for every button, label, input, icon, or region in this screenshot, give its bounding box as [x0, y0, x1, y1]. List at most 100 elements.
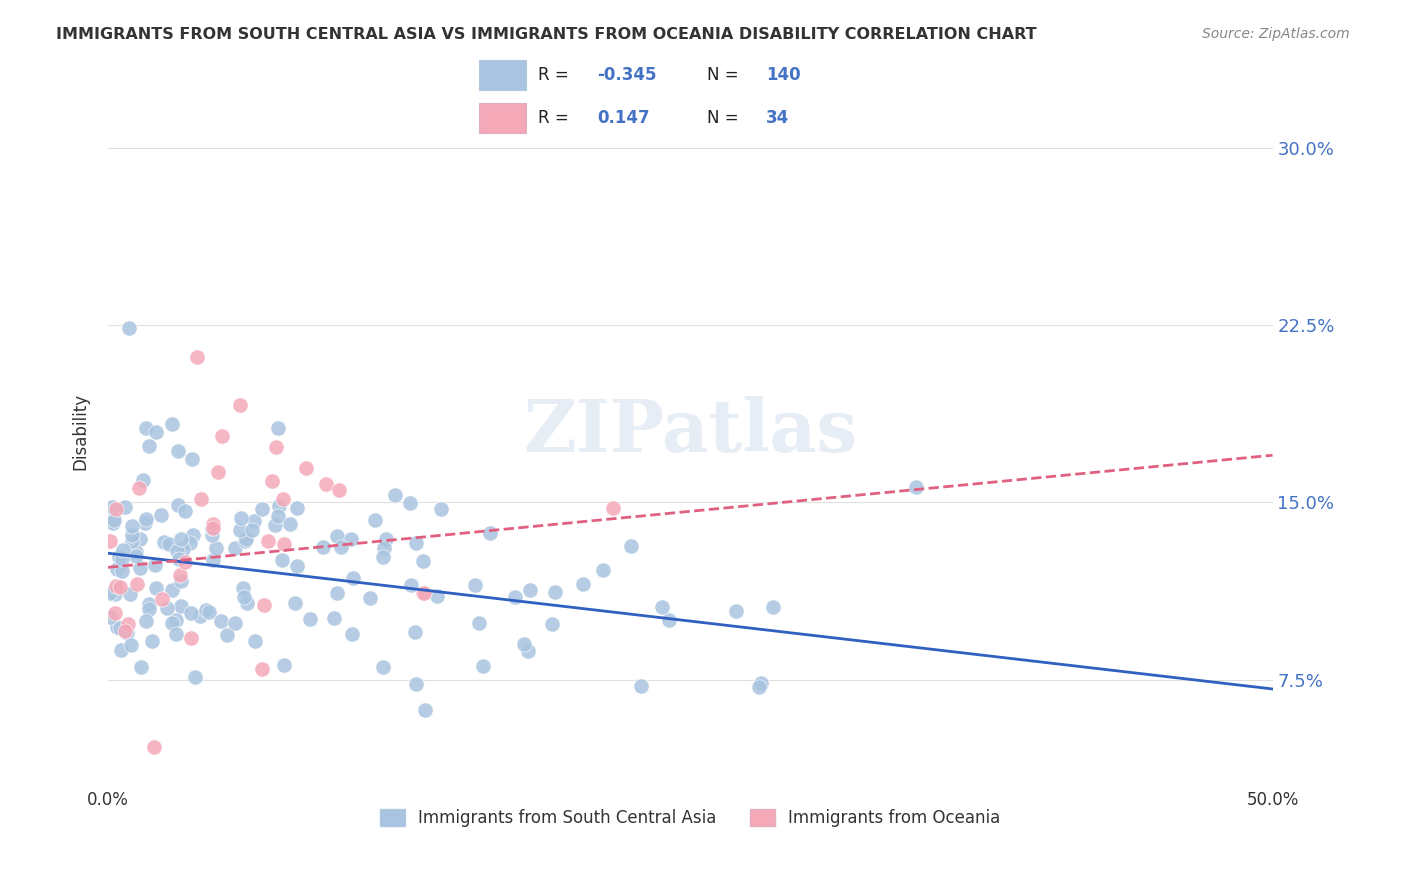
Point: [110, 642, 132, 657]
Point: [167, 498, 190, 512]
Point: [179, 535, 201, 549]
Point: [252, 662, 274, 676]
Point: [180, 606, 202, 620]
Point: [264, 517, 287, 532]
Point: [245, 633, 267, 648]
Point: [152, 535, 174, 549]
Point: [98, 533, 121, 548]
Point: [762, 599, 785, 614]
Point: [284, 596, 307, 610]
Point: [620, 539, 643, 553]
Point: [165, 613, 187, 627]
Point: [169, 551, 191, 566]
Point: [201, 521, 224, 535]
Point: [101, 516, 124, 531]
Text: 34: 34: [766, 110, 790, 128]
Point: [323, 611, 346, 625]
Point: [201, 528, 224, 542]
Point: [242, 515, 264, 529]
Point: [467, 615, 489, 630]
Point: [159, 537, 181, 551]
Point: [315, 476, 337, 491]
Point: [399, 495, 422, 509]
Text: R =: R =: [538, 110, 574, 128]
Point: [170, 574, 193, 589]
Point: [156, 601, 179, 615]
Text: 140: 140: [766, 66, 801, 84]
Point: [464, 578, 486, 592]
Point: [405, 536, 427, 550]
Point: [205, 541, 228, 556]
Point: [224, 541, 246, 555]
Point: [120, 638, 142, 652]
Point: [262, 474, 284, 488]
Point: [115, 626, 138, 640]
Point: [104, 607, 127, 621]
Point: [412, 554, 434, 568]
Point: [404, 625, 426, 640]
Point: [326, 528, 349, 542]
Point: [257, 533, 280, 548]
Point: [384, 488, 406, 502]
Point: [325, 586, 347, 600]
Point: [186, 351, 208, 365]
Point: [128, 532, 150, 546]
Text: R =: R =: [538, 66, 574, 84]
Point: [426, 589, 449, 603]
Point: [125, 545, 148, 559]
Point: [359, 591, 381, 605]
Point: [145, 425, 167, 440]
Point: [363, 513, 385, 527]
Point: [371, 550, 394, 565]
Point: [630, 679, 652, 693]
Point: [184, 670, 207, 684]
Point: [233, 590, 256, 604]
Point: [173, 504, 195, 518]
Point: [111, 543, 134, 558]
Point: [749, 676, 772, 690]
Point: [312, 541, 335, 555]
Point: [267, 509, 290, 524]
Point: [229, 523, 252, 537]
Point: [173, 555, 195, 569]
Point: [471, 659, 494, 673]
Point: [342, 571, 364, 585]
Point: [121, 528, 143, 542]
Point: [135, 421, 157, 435]
Point: [129, 660, 152, 674]
Text: N =: N =: [707, 66, 744, 84]
Text: N =: N =: [707, 110, 744, 128]
Point: [166, 444, 188, 458]
Point: [253, 599, 276, 613]
Point: [235, 532, 257, 546]
Point: [190, 491, 212, 506]
Point: [111, 552, 134, 566]
Point: [329, 541, 352, 555]
Point: [295, 461, 318, 475]
Point: [98, 585, 121, 599]
Point: [128, 481, 150, 495]
Point: [602, 501, 624, 516]
Point: [114, 500, 136, 514]
Point: [544, 584, 567, 599]
Point: [135, 615, 157, 629]
Point: [201, 521, 224, 535]
Point: [235, 596, 257, 610]
Point: [108, 580, 131, 594]
Point: [165, 627, 187, 641]
Point: [128, 561, 150, 575]
Point: [658, 613, 681, 627]
Point: [231, 511, 253, 525]
Point: [401, 578, 423, 592]
Point: [479, 526, 502, 541]
Point: [267, 420, 290, 434]
Point: [135, 512, 157, 526]
Point: [170, 532, 193, 546]
Text: 0.147: 0.147: [598, 110, 650, 128]
FancyBboxPatch shape: [479, 103, 526, 134]
Point: [724, 604, 747, 618]
Point: [121, 519, 143, 533]
Point: [412, 585, 434, 599]
Point: [143, 558, 166, 573]
Point: [250, 502, 273, 516]
